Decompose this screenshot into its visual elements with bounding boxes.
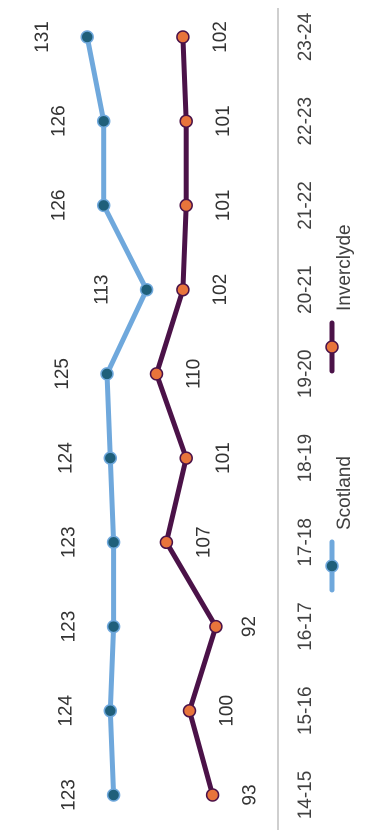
category-tick-label: 16-17 xyxy=(295,602,316,651)
data-label-scotland: 124 xyxy=(55,695,76,727)
category-tick-label: 17-18 xyxy=(295,518,316,567)
legend: Scotland Inverclyde xyxy=(325,224,355,593)
data-point-scotland xyxy=(96,114,111,128)
data-label-inverclyde: 101 xyxy=(213,105,234,137)
series-line-scotland xyxy=(84,34,150,798)
legend-scotland-marker-icon xyxy=(325,559,339,573)
data-label-inverclyde: 107 xyxy=(193,526,214,558)
category-tick-label: 19-20 xyxy=(295,350,316,399)
data-label-inverclyde: 110 xyxy=(184,359,205,389)
data-point-inverclyde xyxy=(159,535,174,550)
data-label-inverclyde: 102 xyxy=(210,274,231,306)
data-point-inverclyde xyxy=(149,367,164,381)
legend-item-inverclyde: Inverclyde xyxy=(325,224,355,374)
data-point-inverclyde xyxy=(209,619,223,634)
data-point-inverclyde xyxy=(179,451,193,465)
data-point-scotland xyxy=(96,198,111,213)
category-tick-label: 14-15 xyxy=(295,771,316,820)
series-line-inverclyde xyxy=(154,34,219,798)
data-point-scotland xyxy=(106,788,121,802)
data-point-scotland xyxy=(103,704,118,718)
data-point-inverclyde xyxy=(182,704,197,718)
series-layer xyxy=(80,30,223,802)
data-point-scotland xyxy=(80,30,94,44)
data-label-inverclyde: 101 xyxy=(213,190,234,222)
data-label-inverclyde: 93 xyxy=(240,784,261,805)
data-label-scotland: 113 xyxy=(92,275,113,305)
data-label-inverclyde: 92 xyxy=(239,616,260,637)
category-tick-label: 21-22 xyxy=(295,181,316,230)
data-point-scotland xyxy=(106,535,121,550)
data-point-scotland xyxy=(100,367,114,381)
data-label-scotland: 126 xyxy=(49,190,70,222)
data-label-scotland: 123 xyxy=(59,526,80,558)
data-label-scotland: 123 xyxy=(59,779,80,811)
legend-inverclyde-marker-icon xyxy=(325,340,339,354)
data-label-scotland: 124 xyxy=(55,442,76,474)
data-label-scotland: 131 xyxy=(32,21,53,53)
data-label-inverclyde: 101 xyxy=(213,442,234,474)
data-label-scotland: 126 xyxy=(49,105,70,137)
data-point-inverclyde xyxy=(205,788,220,802)
data-label-inverclyde: 102 xyxy=(210,21,231,53)
data-labels-layer: 123 124 123 123 124 125 113 126 126 131 93 100 92 107… xyxy=(32,21,260,811)
legend-item-scotland: Scotland xyxy=(325,456,355,593)
category-tick-label: 18-19 xyxy=(295,434,316,483)
data-point-inverclyde xyxy=(176,282,190,297)
data-label-scotland: 125 xyxy=(52,358,73,390)
data-point-scotland xyxy=(103,451,118,465)
category-tick-label: 15-16 xyxy=(295,686,316,735)
data-point-scotland xyxy=(106,619,121,634)
data-label-scotland: 123 xyxy=(59,611,80,643)
legend-inverclyde-label: Inverclyde xyxy=(334,224,355,311)
category-tick-label: 20-21 xyxy=(295,265,316,314)
data-point-scotland xyxy=(139,282,154,297)
category-ticks-layer: 14-15 15-16 16-17 17-18 18-19 19-20 20-21 21-22… xyxy=(295,12,316,819)
data-label-inverclyde: 100 xyxy=(217,695,238,727)
data-point-inverclyde xyxy=(179,114,193,128)
legend-scotland-label: Scotland xyxy=(334,456,355,530)
category-tick-label: 22-23 xyxy=(295,97,316,146)
data-point-inverclyde xyxy=(176,30,190,44)
category-tick-label: 23-24 xyxy=(295,12,316,61)
data-point-inverclyde xyxy=(179,198,193,213)
